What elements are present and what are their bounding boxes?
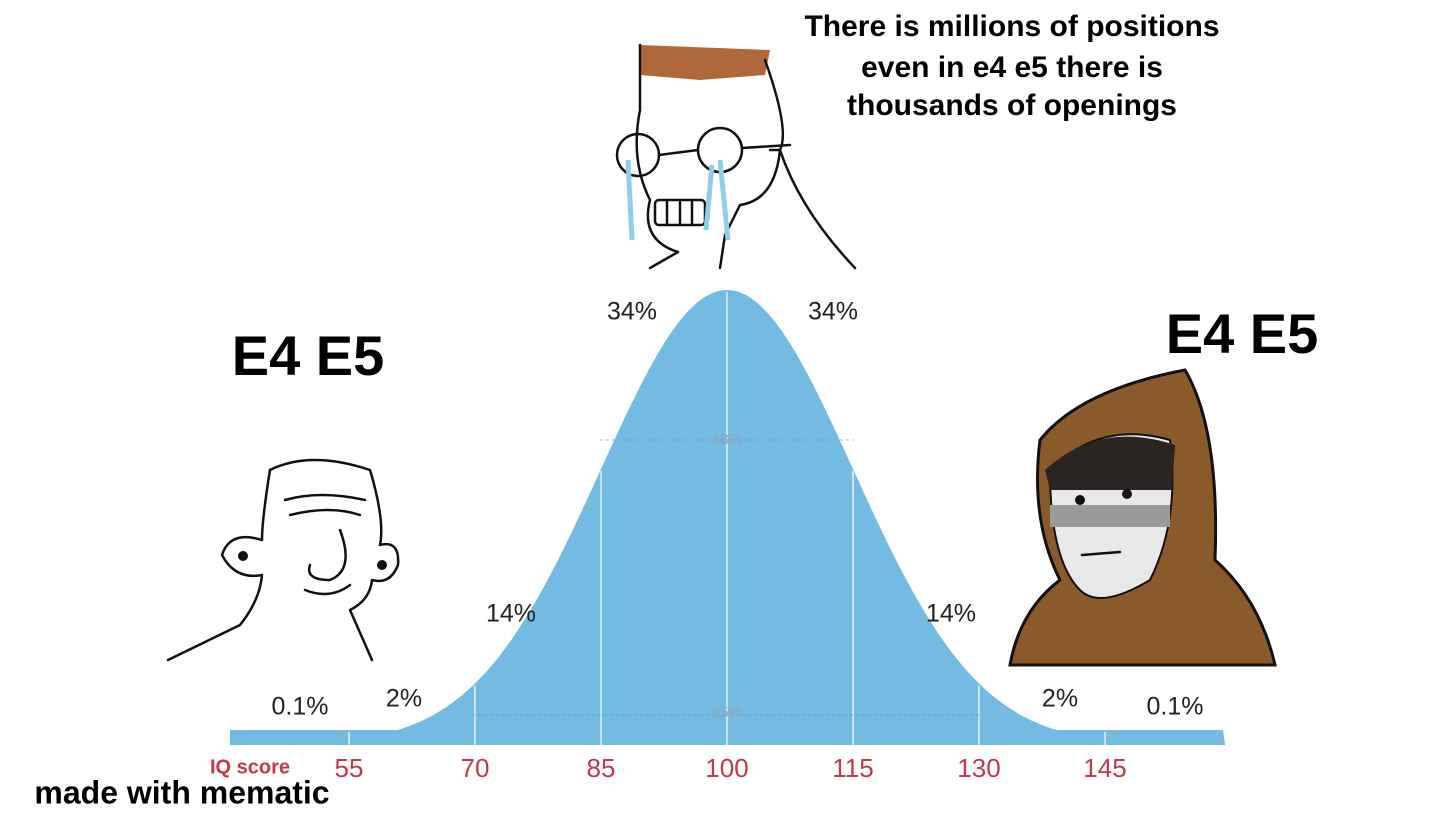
left-caption: E4 E5 xyxy=(232,324,385,387)
region-label: 0.1% xyxy=(272,693,329,721)
region-label: 14% xyxy=(486,600,536,628)
crying-character xyxy=(615,43,857,270)
region-label: 34% xyxy=(808,298,858,326)
inner-label: 95% xyxy=(712,704,742,721)
tick-label: 55 xyxy=(335,753,364,783)
guides xyxy=(348,292,1106,745)
region-label: 14% xyxy=(926,600,976,628)
region-label: 0.1% xyxy=(1147,693,1204,721)
region-label: 2% xyxy=(386,685,422,713)
top-caption-line: thousands of openings xyxy=(847,89,1177,122)
tick-label: 70 xyxy=(461,753,490,783)
axis-title: IQ score xyxy=(210,756,290,778)
top-caption-line: There is millions of positions xyxy=(804,10,1219,43)
top-caption-line: even in e4 e5 there is xyxy=(861,51,1163,84)
tick-label: 130 xyxy=(957,753,1000,783)
wojak-character xyxy=(166,458,400,662)
right-caption: E4 E5 xyxy=(1166,302,1319,365)
tick-label: 85 xyxy=(587,753,616,783)
tick-label: 100 xyxy=(705,753,748,783)
tick-label: 145 xyxy=(1083,753,1126,783)
watermark: made with mematic xyxy=(34,774,329,810)
inner-label: 68% xyxy=(712,431,742,448)
tick-label: 115 xyxy=(832,753,873,783)
region-label: 2% xyxy=(1042,685,1078,713)
hooded-character xyxy=(1008,368,1277,667)
region-label: 34% xyxy=(607,298,657,326)
